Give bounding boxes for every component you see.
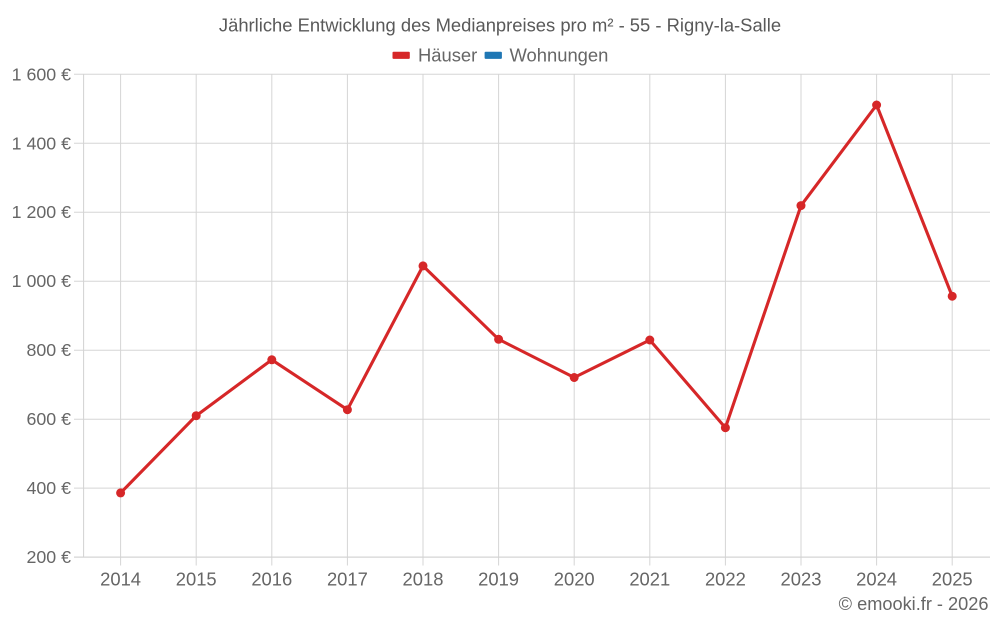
svg-text:Häuser: Häuser xyxy=(418,45,477,66)
svg-text:200 €: 200 € xyxy=(27,547,72,567)
svg-text:2019: 2019 xyxy=(478,569,519,590)
svg-text:Jährliche Entwicklung des Medi: Jährliche Entwicklung des Medianpreises … xyxy=(219,14,781,35)
svg-text:600 €: 600 € xyxy=(27,409,72,429)
svg-text:2020: 2020 xyxy=(554,569,595,590)
svg-text:2015: 2015 xyxy=(176,569,217,590)
svg-text:2023: 2023 xyxy=(781,569,822,590)
svg-text:2017: 2017 xyxy=(327,569,368,590)
svg-text:2021: 2021 xyxy=(629,569,670,590)
svg-text:© emooki.fr - 2026: © emooki.fr - 2026 xyxy=(839,594,989,614)
svg-text:2014: 2014 xyxy=(100,569,141,590)
svg-text:400 €: 400 € xyxy=(27,478,72,498)
svg-text:1 000 €: 1 000 € xyxy=(12,271,71,291)
svg-text:2024: 2024 xyxy=(856,569,897,590)
svg-text:1 600 €: 1 600 € xyxy=(12,64,71,84)
svg-text:800 €: 800 € xyxy=(27,340,72,360)
svg-text:Wohnungen: Wohnungen xyxy=(510,45,609,66)
svg-text:1 400 €: 1 400 € xyxy=(12,133,71,153)
svg-text:2025: 2025 xyxy=(932,569,973,590)
svg-text:2022: 2022 xyxy=(705,569,746,590)
svg-text:2016: 2016 xyxy=(251,569,292,590)
svg-text:1 200 €: 1 200 € xyxy=(12,202,71,222)
svg-text:2018: 2018 xyxy=(403,569,444,590)
